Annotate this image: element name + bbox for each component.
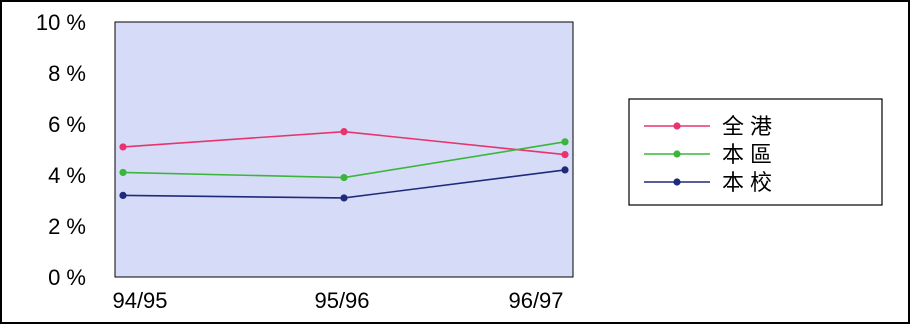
data-point	[340, 194, 348, 202]
y-tick-label: 4 %	[48, 163, 86, 188]
x-tick-label: 94/95	[112, 288, 167, 313]
plot-area	[114, 21, 574, 278]
y-tick-label: 0 %	[48, 265, 86, 290]
x-tick-label: 95/96	[314, 288, 369, 313]
data-point	[561, 166, 569, 174]
series-layer	[119, 128, 569, 202]
legend-swatch-marker	[673, 178, 681, 186]
y-tick-label: 2 %	[48, 214, 86, 239]
data-point	[561, 138, 569, 146]
legend-swatch-marker	[673, 122, 681, 130]
data-point	[340, 173, 348, 182]
y-tick-label: 6 %	[48, 112, 86, 137]
data-point	[119, 168, 127, 177]
legend-box	[628, 98, 883, 206]
legend-swatch-marker	[673, 150, 681, 158]
legend-label: 本校	[722, 170, 778, 195]
y-axis: 0 % 2 % 4 % 6 % 8 % 10 %	[36, 10, 86, 290]
x-axis: 94/95 95/96 96/97	[112, 288, 563, 313]
data-point	[340, 128, 348, 136]
y-tick-label: 10 %	[36, 10, 86, 35]
data-point	[119, 191, 127, 199]
legend-label: 全港	[722, 114, 778, 139]
y-tick-label: 8 %	[48, 61, 86, 86]
x-tick-label: 96/97	[508, 288, 563, 313]
legend-label: 本區	[722, 142, 778, 167]
data-point	[119, 143, 127, 151]
data-point	[561, 151, 569, 159]
